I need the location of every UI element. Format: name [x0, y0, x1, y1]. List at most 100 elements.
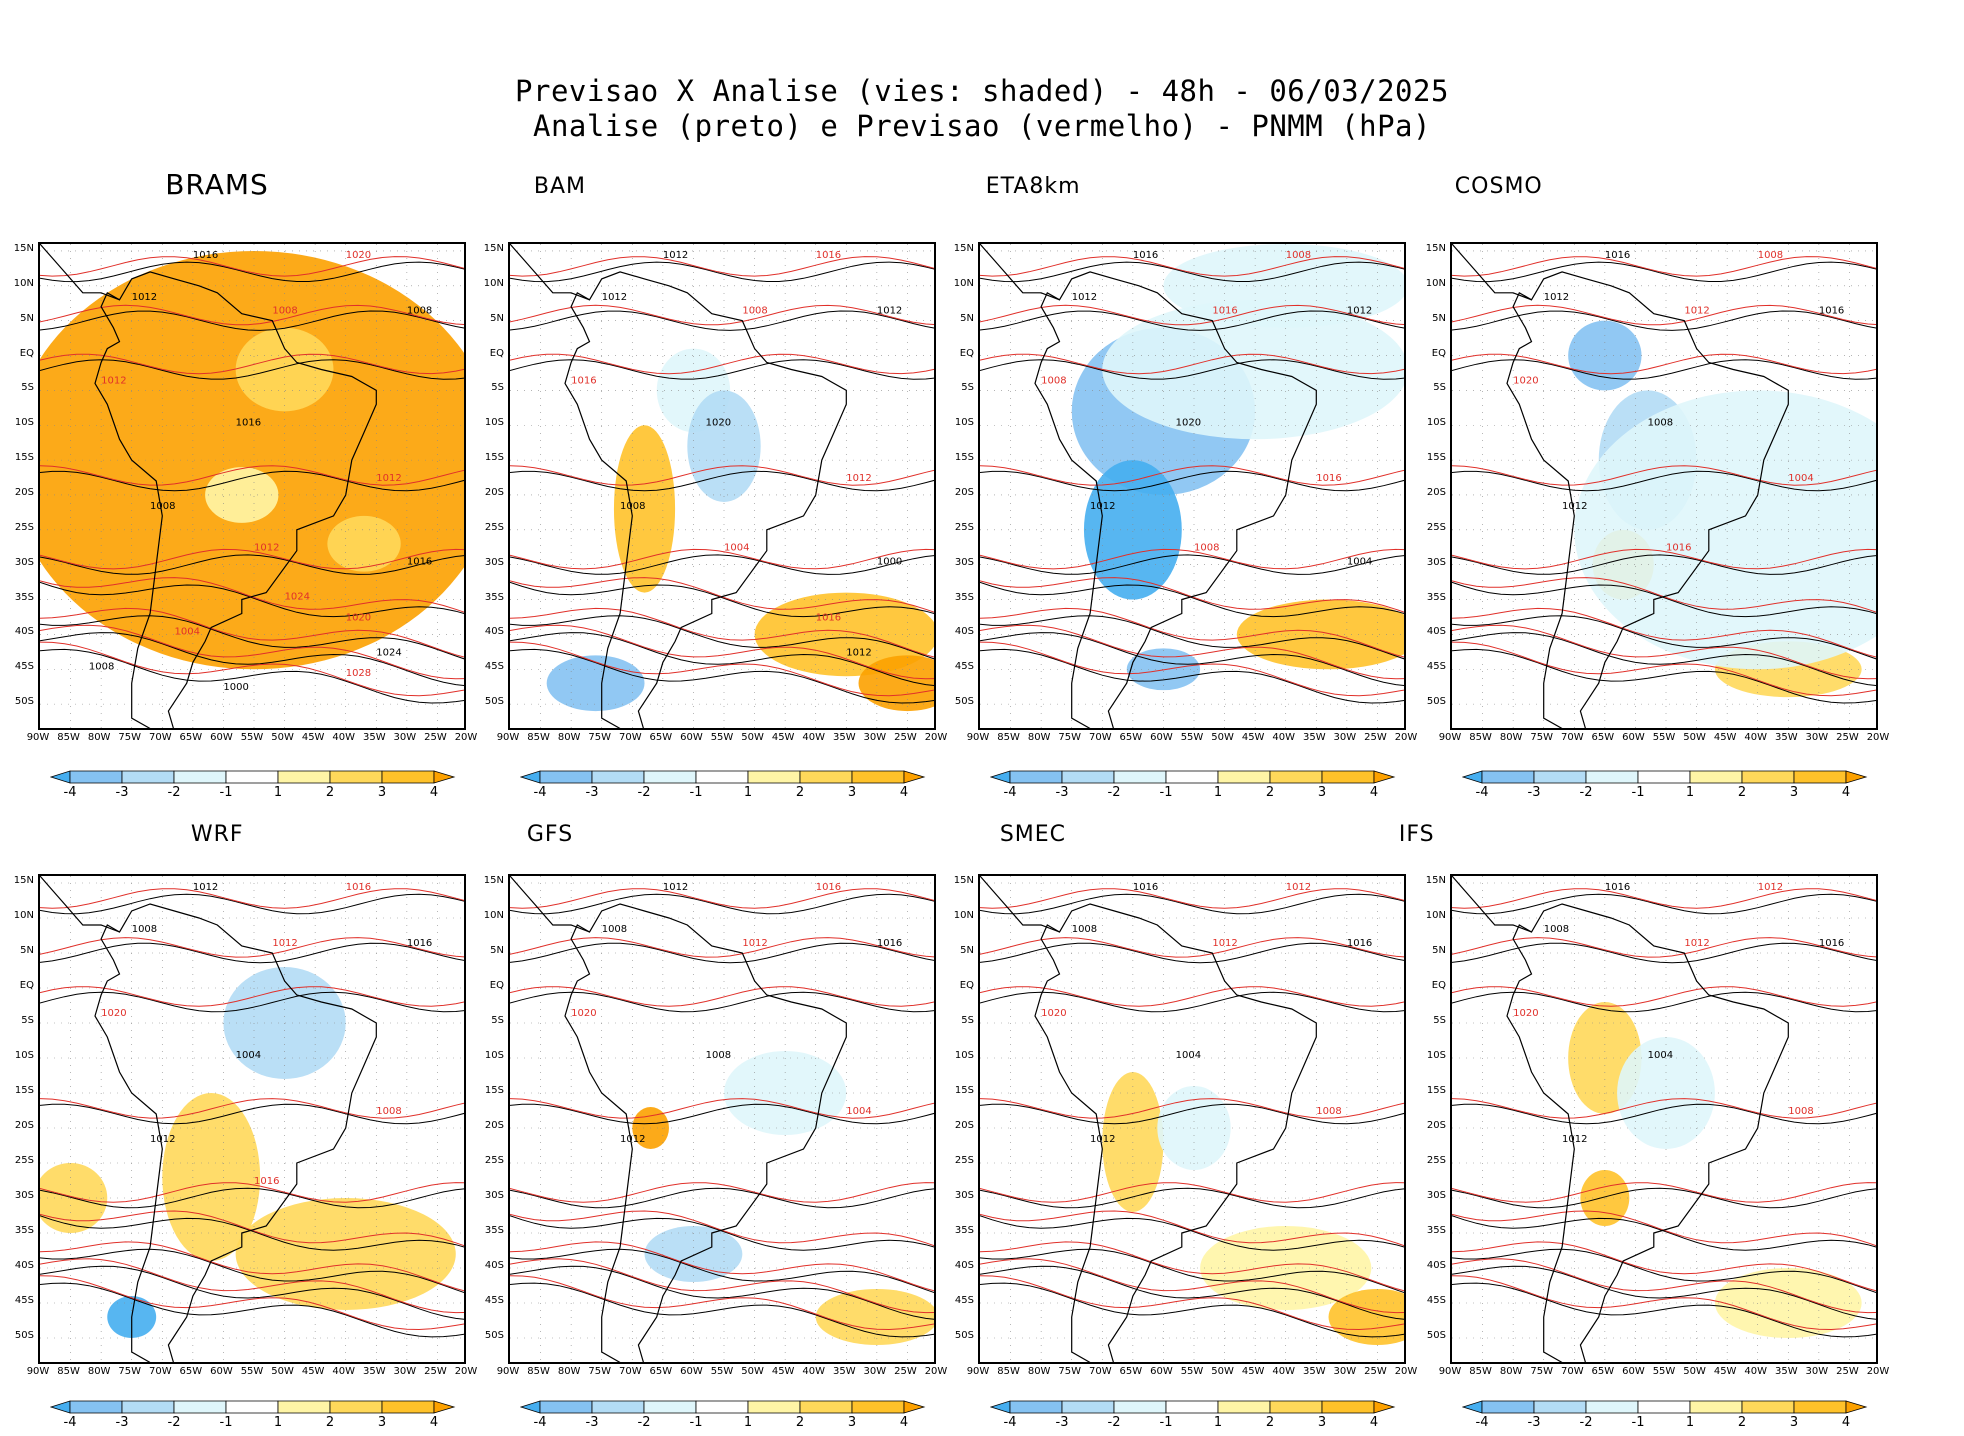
lat-tick-label: 35S — [484, 591, 504, 603]
lon-tick-label: 70W — [1560, 1366, 1584, 1377]
colorbar-label: -4 — [533, 1415, 547, 1430]
colorbar-segment — [799, 770, 853, 784]
lon-tick-label: 20W — [1866, 732, 1890, 743]
analysis-isobar — [1452, 1187, 1876, 1209]
colorbar-segment — [1269, 770, 1323, 784]
lon-tick-label: 65W — [1119, 1366, 1143, 1377]
colorbar-label: 4 — [1369, 785, 1379, 800]
colorbar-label: 1 — [1685, 785, 1695, 800]
lon-tick-label: 90W — [1438, 732, 1462, 743]
bias-shade — [1328, 1289, 1404, 1345]
south-america-coastline — [1034, 903, 1317, 1362]
colorbar-segment — [851, 770, 905, 784]
analysis-isobar — [1452, 554, 1876, 575]
forecast-isobar — [1452, 1098, 1876, 1119]
colorbar-segment — [50, 1400, 71, 1414]
isobar-label: 1000 — [223, 682, 248, 693]
analysis-isobar — [980, 648, 1404, 704]
colorbar-label: 3 — [1317, 1415, 1327, 1430]
colorbar-segment — [1689, 770, 1743, 784]
colorbar-segment — [1462, 1400, 1483, 1414]
lon-tick-label: 70W — [618, 732, 642, 743]
lat-tick-label: 5S — [1433, 382, 1446, 394]
analysis-isobar — [40, 1282, 464, 1338]
lon-tick-label: 75W — [1058, 1366, 1082, 1377]
lat-tick-label: 50S — [14, 696, 34, 708]
colorbar-segment — [1321, 770, 1375, 784]
colorbar-label: -4 — [1003, 1415, 1017, 1430]
lat-tick-label: 5N — [490, 945, 504, 956]
lat-tick-label: 45S — [484, 1295, 504, 1306]
lat-tick-label: 20S — [954, 486, 974, 498]
colorbar-label: 3 — [377, 1415, 387, 1430]
lat-tick-label: EQ — [19, 347, 34, 359]
forecast-isobar — [510, 888, 934, 909]
colorbar-segment — [277, 1400, 331, 1414]
lon-tick-label: 40W — [1744, 732, 1768, 743]
south-america-coastline — [564, 271, 847, 728]
lat-tick-label: 35S — [1426, 591, 1446, 603]
isobar-label: 1008 — [1648, 417, 1673, 428]
forecast-isobar — [40, 353, 464, 375]
isobar-label: 1016 — [816, 250, 841, 261]
colorbar-label: 1 — [1213, 785, 1223, 800]
lon-tick-label: 60W — [1150, 732, 1173, 743]
colorbar-label: -2 — [167, 1415, 181, 1430]
forecast-isobar — [40, 548, 464, 570]
analysis-isobar — [40, 470, 464, 492]
isobar-label: 1020 — [1513, 1008, 1538, 1019]
colorbar-label: 3 — [847, 785, 857, 800]
analysis-isobar — [1452, 632, 1876, 686]
lon-tick-label: 60W — [680, 732, 703, 743]
lon-tick-label: 25W — [1836, 1366, 1859, 1377]
colorbar-segment — [1585, 1400, 1639, 1414]
south-america-coastline — [94, 271, 377, 728]
isobar-label: 1012 — [1347, 306, 1372, 317]
lat-tick-label: 20S — [954, 1120, 974, 1131]
isobar-label: 1012 — [1758, 882, 1783, 893]
lon-tick-label: 85W — [527, 732, 550, 743]
lon-tick-label: 80W — [87, 732, 111, 743]
colorbar-segment — [1462, 770, 1483, 784]
lon-tick-label: 55W — [1180, 1366, 1204, 1377]
lat-tick-label: 15S — [14, 1085, 34, 1096]
isobar-label: 1008 — [1758, 250, 1783, 261]
lat-tick-label: 10N — [483, 910, 504, 921]
lon-tick-label: 85W — [997, 732, 1020, 743]
lat-tick-label: 25S — [14, 1155, 34, 1166]
isobar-label: 1016 — [877, 938, 902, 949]
lat-tick-label: 10S — [14, 417, 34, 429]
forecast-isobar — [40, 1241, 464, 1292]
colorbar-segment — [695, 1400, 749, 1414]
isobar-label: 1004 — [1648, 1050, 1673, 1061]
map-smec: 1016 1012 1008 1012 1016 1020 1004 1008 1012 — [978, 874, 1406, 1364]
isobar-label: 1020 — [101, 1008, 126, 1019]
isobar-label: 1016 — [1316, 473, 1341, 484]
analysis-isobar — [980, 632, 1404, 686]
colorbar-label: -4 — [1003, 785, 1017, 800]
lat-tick-label: 50S — [954, 696, 974, 708]
lon-tick-label: 45W — [301, 1366, 325, 1377]
bias-shade — [613, 425, 676, 593]
bias-shade — [754, 592, 934, 677]
isobar-label: 1016 — [1133, 882, 1158, 893]
isobar-label: 1008 — [620, 501, 645, 512]
forecast-isobar — [40, 641, 464, 697]
lat-tick-label: 5N — [490, 312, 504, 324]
forecast-isobar — [1452, 1241, 1876, 1292]
forecast-isobar — [980, 1182, 1404, 1203]
south-america-coastline — [94, 903, 377, 1362]
analysis-isobar — [1452, 261, 1876, 283]
central-america-coastline — [40, 244, 120, 301]
figure-header: Previsao X Analise (vies: shaded) - 48h … — [0, 74, 1964, 144]
lon-tick-label: 35W — [1774, 1366, 1798, 1377]
colorbar-label: -3 — [585, 785, 599, 800]
colorbar-segment — [50, 770, 71, 784]
colorbar-segment — [1741, 770, 1795, 784]
forecast-isobar — [1452, 1275, 1876, 1331]
colorbar-label: 2 — [1265, 1415, 1275, 1430]
analysis-isobar — [40, 1248, 464, 1294]
lat-tick-label: 30S — [954, 556, 974, 568]
colorbar-label: 4 — [899, 1415, 909, 1430]
lon-tick-label: 80W — [557, 732, 581, 743]
